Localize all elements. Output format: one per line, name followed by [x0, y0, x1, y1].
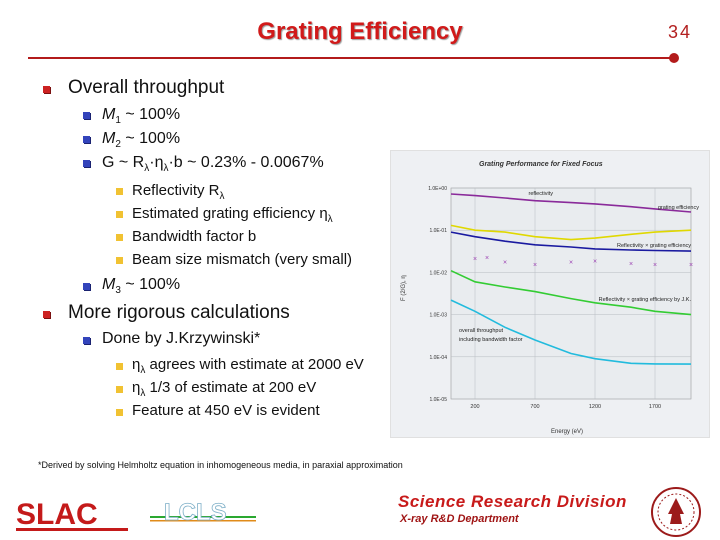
lcls-logo-text: LCLS: [164, 499, 227, 526]
chart-point-jk: ×: [689, 262, 693, 269]
chart-x-tick-label: 200: [470, 404, 479, 410]
slide-number: 34: [667, 22, 692, 42]
bullet-square-blue: [83, 337, 90, 344]
chart-svg: Grating Performance for Fixed Focus Ener…: [401, 161, 699, 435]
chart-point-jk: ×: [473, 256, 477, 263]
chart-series-line: [450, 193, 692, 213]
chart-point-jk: ×: [593, 259, 597, 266]
chart-point-jk: ×: [503, 260, 507, 267]
footnote: *Derived by solving Helmholtz equation i…: [38, 460, 403, 470]
chart-x-label: Energy (eV): [551, 429, 583, 435]
bullet-square-yellow: [116, 409, 123, 416]
bullet-estimated-efficiency: Estimated grating efficiency ηλ: [132, 205, 333, 225]
chart-annotation-label: grating efficiency: [658, 205, 699, 211]
chart-x-tick-label: 700: [530, 404, 539, 410]
lcls-logo-stripe: [150, 516, 256, 518]
title-divider-end-dot: [669, 53, 679, 63]
bullet-square-yellow: [116, 234, 123, 241]
chart-series-line: [450, 231, 692, 252]
chart-y-label: F (2/G), η: [401, 275, 407, 301]
bullet-square-yellow: [116, 211, 123, 218]
bullet-agrees: ηλ agrees with estimate at 2000 eV: [132, 356, 364, 376]
chart-annotation-label: Reflectivity × grating efficiency: [617, 243, 691, 249]
bullet-reflectivity: Reflectivity Rλ: [132, 182, 225, 202]
grating-performance-chart: Grating Performance for Fixed Focus Ener…: [390, 150, 710, 438]
stanford-seal-icon: [651, 487, 701, 537]
bullet-square-blue: [83, 283, 90, 290]
seal-tree-glyph: [668, 498, 684, 524]
chart-series-line: [450, 299, 692, 365]
bullet-square-blue: [83, 160, 90, 167]
chart-point-jk: ×: [653, 262, 657, 269]
slac-logo-underline: [16, 528, 128, 531]
bullet-beam-size: Beam size mismatch (very small): [132, 251, 353, 268]
bullet-feature: Feature at 450 eV is evident: [132, 402, 320, 419]
bullet-m3: M3 ~ 100%: [102, 276, 181, 297]
bullet-square-yellow: [116, 257, 123, 264]
bullet-square-blue: [83, 136, 90, 143]
chart-y-tick-label: 1.0E-02: [429, 270, 447, 276]
chart-x-tick-label: 1700: [649, 404, 661, 410]
chart-x-tick-label: 1200: [589, 404, 601, 410]
bullet-done-by: Done by J.Krzywinski*: [102, 330, 261, 347]
chart-series-line: [450, 224, 692, 241]
bullet-square-red: [43, 311, 50, 318]
chart-annotation-label: reflectivity: [529, 191, 554, 197]
bullet-m2: M2 ~ 100%: [102, 130, 181, 151]
chart-y-tick-label: 1.0E-05: [429, 397, 447, 403]
chart-annotation-label: including bandwidth factor: [459, 337, 523, 343]
slac-logo-text: SLAC: [16, 498, 98, 531]
bullet-square-yellow: [116, 188, 123, 195]
bullet-one-third: ηλ 1/3 of estimate at 200 eV: [132, 379, 317, 399]
bullet-square-red: [43, 86, 50, 93]
bullet-square-yellow: [116, 386, 123, 393]
division-name: Science Research Division: [398, 492, 627, 511]
chart-point-jk: ×: [629, 261, 633, 268]
bullet-g-formula: G ~ Rλ·ηλ·b ~ 0.23% - 0.0067%: [102, 154, 324, 175]
bullet-square-yellow: [116, 363, 123, 370]
title-divider: [28, 57, 676, 59]
seal-outer-ring: [651, 487, 701, 537]
chart-annotation-label: overall throughput: [459, 328, 504, 334]
lcls-logo: LCLS: [150, 499, 256, 526]
chart-y-tick-label: 1.0E-03: [429, 313, 447, 319]
slac-logo: SLAC: [16, 498, 128, 531]
chart-point-jk: ×: [569, 260, 573, 267]
seal-inner-ring: [657, 493, 695, 531]
bullet-overall-throughput: Overall throughput: [68, 77, 225, 98]
chart-y-tick-label: 1.0E+00: [428, 186, 447, 192]
bullet-rigorous-calculations: More rigorous calculations: [68, 302, 290, 323]
chart-point-jk: ×: [533, 262, 537, 269]
chart-title: Grating Performance for Fixed Focus: [479, 161, 603, 168]
chart-annotation-label: Reflectivity × grating efficiency by J.K…: [599, 297, 692, 303]
chart-y-tick-label: 1.0E-04: [429, 355, 447, 361]
chart-series-line: [450, 269, 692, 316]
plot-layer: 1.0E+00 1.0E-01 1.0E-02 1.0E-03 1.0E-04 1.0E-…: [428, 186, 699, 410]
bullet-square-blue: [83, 112, 90, 119]
chart-point-jk: ×: [485, 255, 489, 262]
bullet-bandwidth: Bandwidth factor b: [132, 228, 257, 245]
bullet-m1: M1 ~ 100%: [102, 106, 181, 127]
department-name: X-ray R&D Department: [400, 513, 519, 525]
lcls-logo-stripe: [150, 520, 256, 522]
slide-title: Grating Efficiency: [257, 18, 463, 45]
chart-y-tick-label: 1.0E-01: [429, 228, 447, 234]
